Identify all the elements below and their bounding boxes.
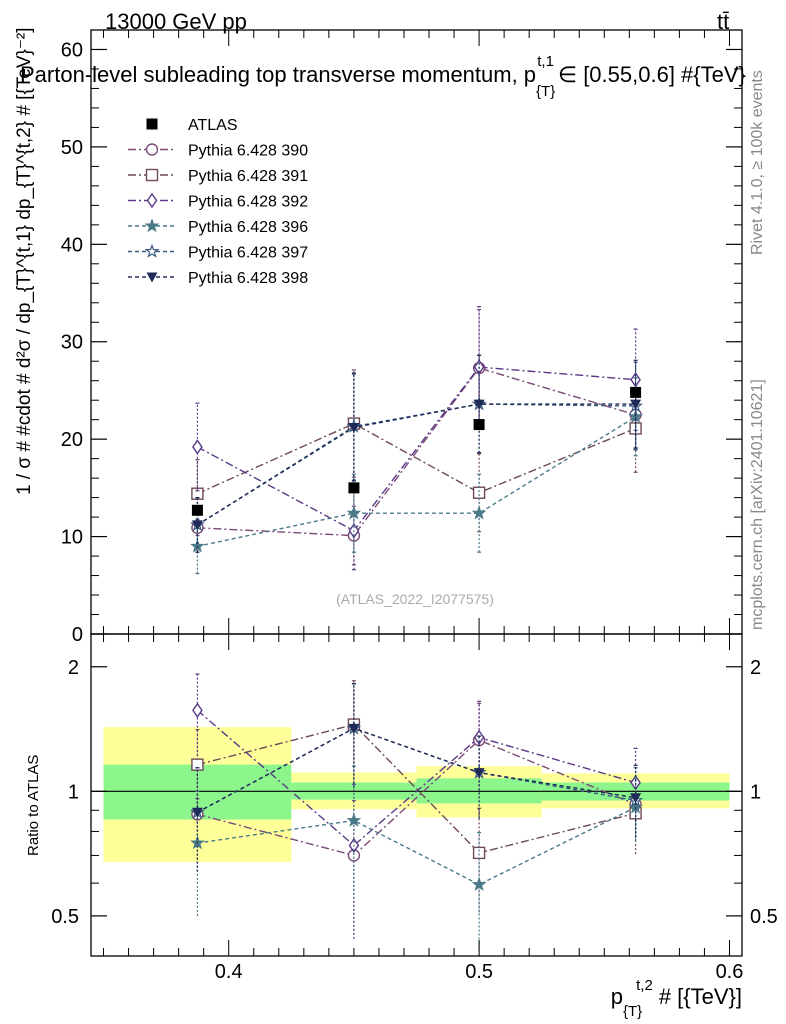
ratio-y-tick-label-right: 2: [750, 657, 761, 679]
x-tick-label: 0.5: [465, 961, 493, 983]
ratio-y-axis-label: Ratio to ATLAS: [25, 755, 42, 856]
main-series-Pythia-6428-390: [191, 308, 642, 566]
x-axis-label: p{T} t,2 # [{TeV}]: [611, 977, 742, 1020]
legend-label: Pythia 6.428 397: [188, 245, 308, 262]
main-series-Pythia-6428-398: [191, 354, 642, 553]
ratio-panel-axes: 0.5 0.5 1 1 2 2 0.4 0.5 0.6: [51, 633, 778, 983]
mcplots-label: mcplots.cern.ch [arXiv:2401.10621]: [749, 379, 766, 630]
main-series-line: [197, 416, 636, 547]
main-y-tick-label: 0: [72, 624, 83, 646]
ratio-y-tick-label-right: 0.5: [750, 906, 778, 928]
rivet-label: Rivet 4.1.0, ≥ 100k events: [749, 70, 766, 255]
ratio-data-point: [346, 812, 362, 827]
main-series-Pythia-6428-396: [190, 377, 643, 575]
main-y-tick-label: 30: [61, 332, 83, 354]
main-y-axis-label: 1 / σ # #cdot # d²σ / dp_{T}^{t,1} dp_{T…: [14, 27, 35, 495]
main-data-point: [473, 399, 485, 410]
title-tail-text: ∈ [0.55,0.6] #{TeV}: [558, 62, 746, 87]
ratio-data-point: [348, 723, 360, 734]
atlas-data-point: [348, 482, 360, 494]
legend-label: Pythia 6.428 396: [188, 219, 308, 236]
main-title: Parton-level subleading top transverse m…: [20, 53, 746, 100]
main-y-tick-label: 10: [61, 527, 83, 549]
ratio-uncertainty-bands: [91, 727, 742, 862]
xlabel-sup-text: t,2: [636, 977, 653, 994]
title-sub-text: {T}: [536, 83, 555, 100]
legend-item: Pythia 6.428 398: [128, 270, 308, 287]
main-data-point: [192, 439, 203, 455]
xlabel-sub-text: {T}: [623, 1003, 642, 1020]
main-y-tick-label: 50: [61, 137, 83, 159]
main-series-line: [197, 366, 636, 532]
legend-item: Pythia 6.428 397: [128, 243, 308, 262]
legend-marker: [146, 118, 158, 130]
ratio-y-tick-label-right: 1: [750, 781, 761, 803]
main-y-tick-label: 40: [61, 234, 83, 256]
atlas-data-point: [191, 504, 203, 516]
main-data-point: [190, 538, 205, 553]
ratio-data-point: [472, 846, 486, 860]
legend-marker: [145, 168, 159, 182]
legend-label: Pythia 6.428 392: [188, 194, 308, 211]
ratio-series-Pythia-6428-398: [191, 683, 642, 872]
ratio-frame: [90, 633, 743, 957]
main-panel-axes: 0 10 20 30 40 50 60: [61, 29, 743, 646]
main-series-ATLAS: [191, 386, 642, 516]
legend-item: Pythia 6.428 392: [128, 192, 308, 211]
legend-marker: [144, 218, 160, 233]
analysis-watermark: (ATLAS_2022_I2077575): [336, 591, 494, 607]
legend-marker: [146, 192, 158, 209]
legend-item: Pythia 6.428 390: [128, 143, 308, 160]
main-data-point: [346, 505, 362, 520]
main-series-line: [197, 422, 636, 495]
ratio-series-line: [197, 739, 636, 857]
main-series-layer: [190, 306, 643, 575]
ratio-data-point: [191, 807, 203, 818]
main-series-line: [197, 403, 636, 526]
main-data-point: [348, 422, 360, 433]
ratio-series-line: [196, 709, 636, 847]
main-data-point: [191, 520, 203, 531]
ratio-series-line: [197, 723, 636, 854]
ratio-data-point: [471, 876, 487, 891]
legend-item: ATLAS: [146, 117, 238, 134]
main-series-Pythia-6428-392: [192, 306, 641, 571]
legend-item: Pythia 6.428 396: [128, 218, 308, 236]
legend-item: Pythia 6.428 391: [128, 168, 308, 185]
main-data-point: [472, 486, 486, 499]
ratio-data-point: [473, 768, 485, 779]
ratio-series-line: [197, 806, 636, 886]
ratio-y-tick-label-left: 2: [68, 657, 79, 679]
legend: ATLAS Pythia 6.428 390 Pythia 6.428 391 Pyt…: [128, 117, 308, 287]
ratio-data-point: [192, 702, 203, 718]
main-series-line: [197, 367, 636, 537]
process-label: tt̄: [717, 9, 729, 34]
legend-marker: [145, 143, 159, 156]
ratio-y-tick-label-left: 0.5: [51, 906, 79, 928]
legend-label: Pythia 6.428 390: [188, 143, 308, 160]
legend-marker: [146, 272, 158, 283]
ratio-data-point: [630, 793, 642, 804]
ratio-data-point: [191, 758, 204, 771]
legend-label: Pythia 6.428 398: [188, 270, 308, 287]
main-y-tick-label: 20: [61, 429, 83, 451]
title-main-text: Parton-level subleading top transverse m…: [20, 62, 536, 87]
ratio-y-tick-label-left: 1: [68, 781, 79, 803]
x-tick-label: 0.6: [716, 961, 744, 983]
xlabel-tail-text: # [{TeV}]: [659, 984, 742, 1009]
main-data-point: [471, 505, 487, 520]
legend-label: Pythia 6.428 391: [188, 168, 308, 185]
xlabel-main-text: p: [611, 984, 623, 1009]
ratio-series-layer: [190, 673, 643, 952]
main-y-tick-label: 60: [61, 39, 83, 61]
atlas-data-point: [630, 386, 642, 398]
title-sup-text: t,1: [537, 53, 554, 70]
main-data-point: [630, 399, 642, 410]
x-tick-label: 0.4: [215, 961, 243, 983]
legend-marker: [144, 243, 160, 258]
legend-label: ATLAS: [188, 117, 238, 134]
atlas-data-point: [473, 419, 485, 431]
